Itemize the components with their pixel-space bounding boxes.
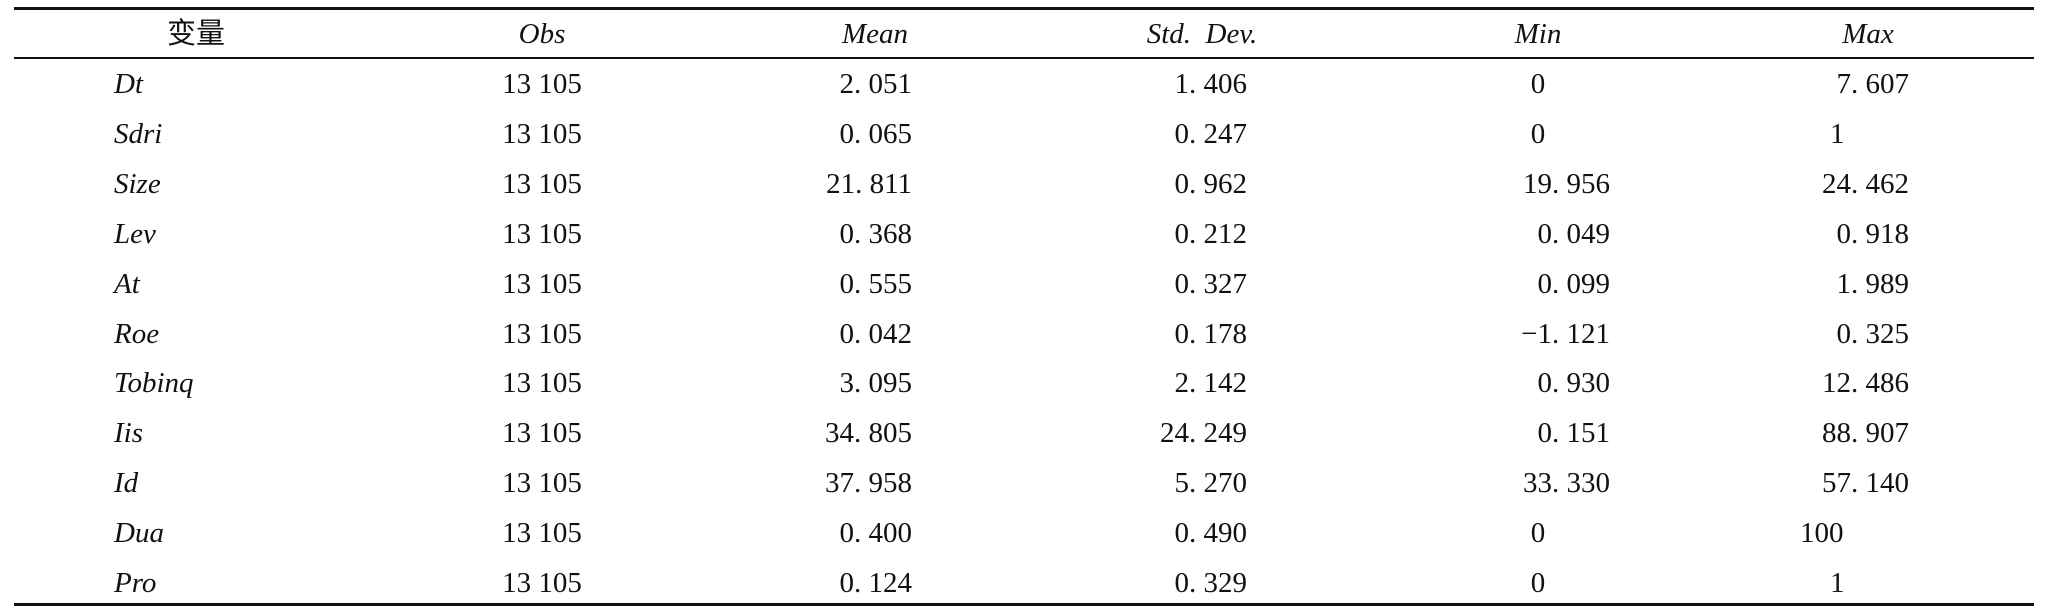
obs-cell: 13 105 bbox=[502, 267, 582, 300]
row-label: Id bbox=[114, 467, 139, 500]
row-label: Lev bbox=[114, 217, 156, 250]
row-label: Tobinq bbox=[114, 367, 194, 400]
row-label: Dua bbox=[114, 517, 164, 550]
header-cell: Obs bbox=[518, 18, 566, 50]
obs-cell: 13 105 bbox=[502, 68, 582, 100]
mean-cell: 0. 042 bbox=[839, 317, 913, 350]
sd-cell: 5. 270 bbox=[1174, 467, 1248, 500]
min-cell: 0. 099 bbox=[1537, 267, 1611, 300]
min-cell: 0. 930 bbox=[1537, 367, 1611, 400]
header-cell: Max bbox=[1842, 18, 1894, 50]
max-cell: 57. 140 bbox=[1822, 467, 1909, 500]
mean-cell: 37. 958 bbox=[825, 467, 912, 500]
sd-cell: 24. 249 bbox=[1160, 417, 1247, 450]
max-cell: 1. 989 bbox=[1836, 267, 1910, 300]
max-cell: 1 bbox=[1830, 117, 1845, 150]
max-cell: 24. 462 bbox=[1822, 167, 1909, 200]
header-cell: Mean bbox=[841, 18, 909, 50]
min-cell: 19. 956 bbox=[1523, 167, 1610, 200]
mean-cell: 0. 124 bbox=[839, 567, 913, 599]
bottom-rule bbox=[14, 603, 2034, 606]
max-cell: 100 bbox=[1800, 517, 1844, 550]
min-cell: 0 bbox=[1530, 517, 1546, 550]
sd-cell: 0. 962 bbox=[1174, 167, 1248, 200]
sd-cell: 0. 212 bbox=[1174, 217, 1248, 250]
mean-cell: 0. 368 bbox=[839, 217, 913, 250]
min-cell: 33. 330 bbox=[1523, 467, 1610, 500]
obs-cell: 13 105 bbox=[502, 467, 582, 500]
max-cell: 12. 486 bbox=[1822, 367, 1909, 400]
header-cell: Min bbox=[1514, 18, 1562, 50]
top-rule bbox=[14, 7, 2034, 10]
sd-cell: 0. 327 bbox=[1174, 267, 1248, 300]
min-cell: 0 bbox=[1530, 117, 1546, 150]
mean-cell: 0. 400 bbox=[839, 517, 913, 550]
mean-cell: 3. 095 bbox=[839, 367, 913, 400]
sd-cell: 1. 406 bbox=[1174, 68, 1248, 100]
mean-cell: 2. 051 bbox=[839, 68, 913, 100]
mean-cell: 0. 555 bbox=[839, 267, 913, 300]
max-cell: 7. 607 bbox=[1836, 68, 1910, 100]
row-label: Sdri bbox=[114, 117, 163, 150]
obs-cell: 13 105 bbox=[502, 567, 582, 599]
max-cell: 1 bbox=[1830, 567, 1845, 599]
obs-cell: 13 105 bbox=[502, 117, 582, 150]
sd-cell: 0. 178 bbox=[1174, 317, 1248, 350]
row-label: Size bbox=[114, 167, 161, 200]
obs-cell: 13 105 bbox=[502, 167, 582, 200]
header-cell: 变量 bbox=[166, 18, 225, 50]
sd-cell: 0. 247 bbox=[1174, 117, 1248, 150]
row-label: Roe bbox=[114, 317, 160, 350]
row-label: Pro bbox=[114, 567, 157, 599]
header-rule bbox=[14, 57, 2034, 59]
row-label: At bbox=[114, 267, 140, 300]
min-cell: 0 bbox=[1530, 68, 1546, 100]
max-cell: 88. 907 bbox=[1822, 417, 1909, 450]
obs-cell: 13 105 bbox=[502, 417, 582, 450]
min-cell: −1. 121 bbox=[1521, 317, 1610, 350]
obs-cell: 13 105 bbox=[502, 217, 582, 250]
max-cell: 0. 325 bbox=[1836, 317, 1910, 350]
min-cell: 0 bbox=[1530, 567, 1546, 599]
max-cell: 0. 918 bbox=[1836, 217, 1910, 250]
obs-cell: 13 105 bbox=[502, 517, 582, 550]
mean-cell: 21. 811 bbox=[826, 167, 912, 200]
header-cell: Std. Dev. bbox=[1146, 18, 1258, 50]
row-label: Dt bbox=[114, 68, 143, 100]
mean-cell: 0. 065 bbox=[839, 117, 913, 150]
sd-cell: 0. 329 bbox=[1174, 567, 1248, 599]
sd-cell: 0. 490 bbox=[1174, 517, 1248, 550]
min-cell: 0. 049 bbox=[1537, 217, 1611, 250]
min-cell: 0. 151 bbox=[1537, 417, 1611, 450]
obs-cell: 13 105 bbox=[502, 367, 582, 400]
mean-cell: 34. 805 bbox=[825, 417, 912, 450]
sd-cell: 2. 142 bbox=[1174, 367, 1248, 400]
row-label: Iis bbox=[114, 417, 143, 450]
obs-cell: 13 105 bbox=[502, 317, 582, 350]
